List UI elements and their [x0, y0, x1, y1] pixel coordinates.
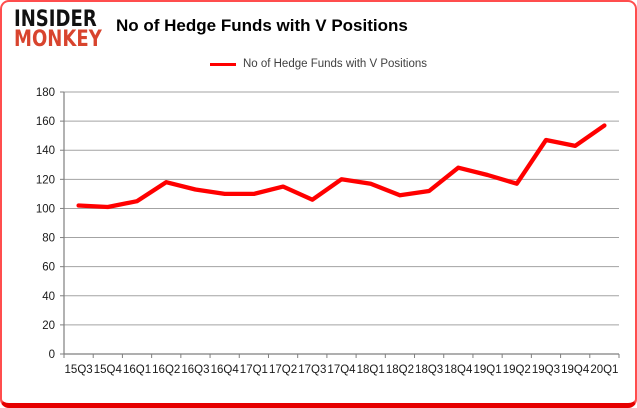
x-axis-label: 17Q2	[269, 364, 297, 376]
y-axis-label: 180	[36, 87, 55, 99]
x-axis-label: 16Q3	[181, 364, 209, 376]
y-axis-label: 0	[49, 349, 55, 361]
x-axis-label: 17Q4	[327, 364, 356, 376]
x-axis-label: 16Q2	[152, 364, 180, 376]
legend-label: No of Hedge Funds with V Positions	[242, 58, 428, 70]
x-axis-label: 15Q4	[94, 364, 123, 376]
x-axis-label: 19Q3	[532, 364, 560, 376]
series-line	[76, 123, 607, 210]
x-axis-label: 15Q3	[65, 364, 93, 376]
x-axis-label: 18Q1	[357, 364, 385, 376]
y-axis-label: 60	[42, 262, 55, 274]
logo-text-monkey: MONKEY	[14, 27, 102, 53]
x-axis-label: 16Q1	[123, 364, 151, 376]
y-axis-label: 80	[42, 233, 55, 245]
x-axis-label: 18Q4	[444, 364, 473, 376]
logo-text-insider: INSIDER	[14, 7, 97, 32]
x-axis-label: 19Q1	[473, 364, 501, 376]
y-axis-label: 120	[36, 174, 55, 186]
y-axis-label: 20	[42, 320, 55, 332]
x-axis-label: 18Q2	[386, 364, 414, 376]
chart-legend: No of Hedge Funds with V Positions	[2, 58, 635, 70]
y-axis-label: 160	[36, 116, 55, 128]
x-axis-label: 16Q4	[211, 364, 240, 376]
insider-monkey-logo: INSIDER MONKEY	[14, 7, 102, 53]
x-axis-label: 18Q3	[415, 364, 443, 376]
x-axis-label: 19Q4	[561, 364, 590, 376]
y-axis-label: 40	[42, 291, 55, 303]
x-axis-label: 17Q3	[298, 364, 326, 376]
legend-line-swatch	[209, 62, 236, 66]
x-axis-label: 17Q1	[240, 364, 268, 376]
y-axis-label: 140	[36, 145, 55, 157]
x-axis-label: 20Q1	[590, 364, 618, 376]
x-axis-label: 19Q2	[503, 364, 531, 376]
y-axis-label: 100	[36, 203, 55, 215]
chart-title: No of Hedge Funds with V Positions	[116, 16, 408, 35]
